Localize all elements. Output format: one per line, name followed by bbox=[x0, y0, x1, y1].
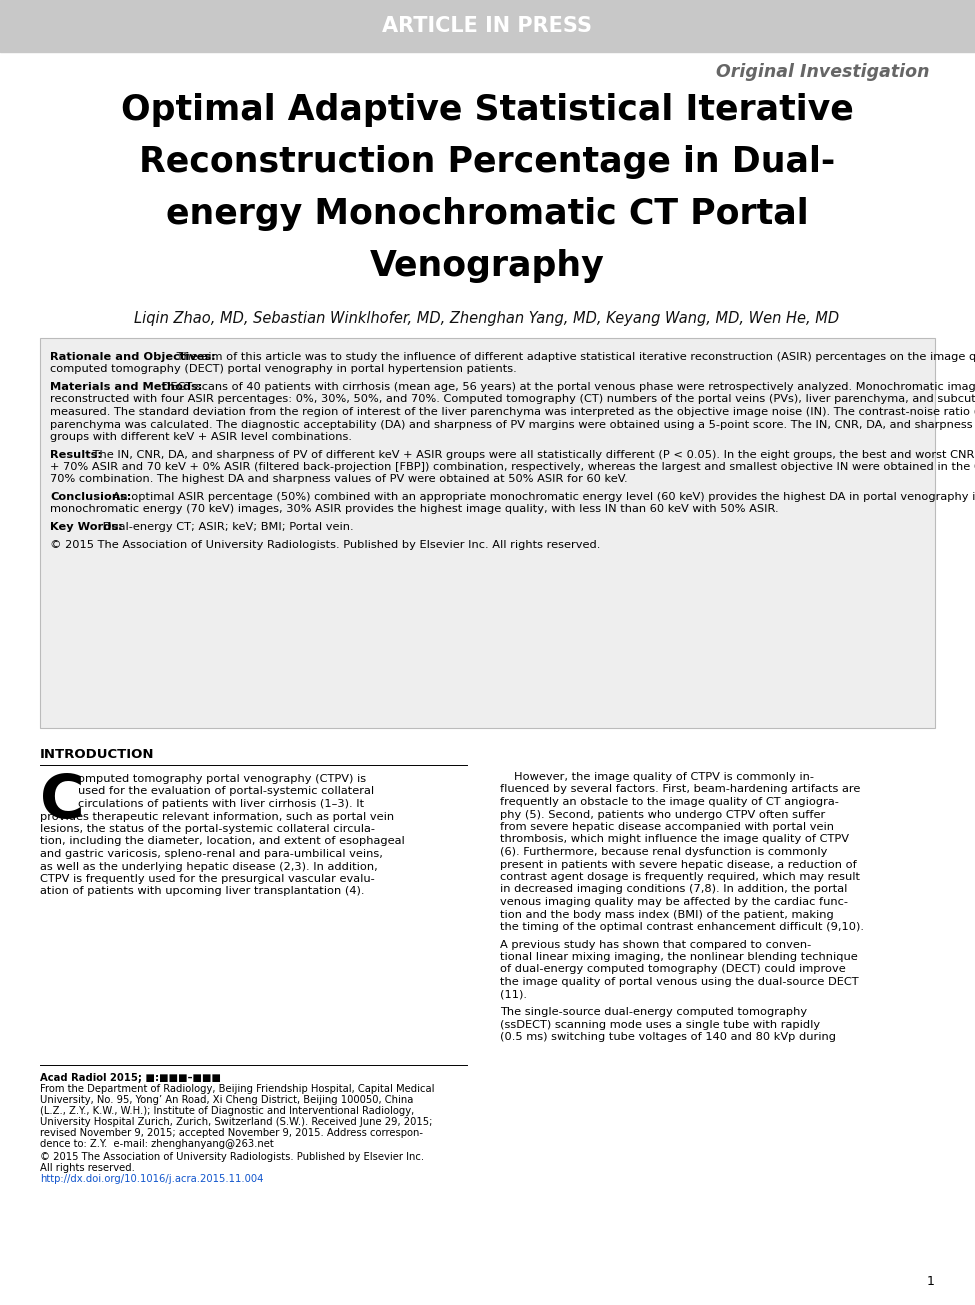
Text: and gastric varicosis, spleno-renal and para-umbilical veins,: and gastric varicosis, spleno-renal and … bbox=[40, 850, 383, 859]
Text: Reconstruction Percentage in Dual-: Reconstruction Percentage in Dual- bbox=[138, 145, 836, 179]
Text: The aim of this article was to study the influence of different adaptive statist: The aim of this article was to study the… bbox=[173, 352, 975, 361]
Text: tional linear mixing imaging, the nonlinear blending technique: tional linear mixing imaging, the nonlin… bbox=[500, 953, 858, 962]
Text: (ssDECT) scanning mode uses a single tube with rapidly: (ssDECT) scanning mode uses a single tub… bbox=[500, 1019, 820, 1030]
Text: INTRODUCTION: INTRODUCTION bbox=[40, 748, 154, 761]
Text: © 2015 The Association of University Radiologists. Published by Elsevier Inc. Al: © 2015 The Association of University Rad… bbox=[50, 539, 601, 549]
Text: lesions, the status of the portal-systemic collateral circula-: lesions, the status of the portal-system… bbox=[40, 823, 375, 834]
Text: University, No. 95, Yong’ An Road, Xi Cheng District, Beijing 100050, China: University, No. 95, Yong’ An Road, Xi Ch… bbox=[40, 1095, 413, 1105]
Text: 70% combination. The highest DA and sharpness values of PV were obtained at 50% : 70% combination. The highest DA and shar… bbox=[50, 475, 628, 484]
Text: used for the evaluation of portal-systemic collateral: used for the evaluation of portal-system… bbox=[78, 787, 374, 796]
Text: The IN, CNR, DA, and sharpness of PV of different keV + ASIR groups were all sta: The IN, CNR, DA, and sharpness of PV of … bbox=[90, 449, 975, 459]
Text: University Hospital Zurich, Zurich, Switzerland (S.W.). Received June 29, 2015;: University Hospital Zurich, Zurich, Swit… bbox=[40, 1117, 432, 1128]
Text: CTPV is frequently used for the presurgical vascular evalu-: CTPV is frequently used for the presurgi… bbox=[40, 874, 374, 883]
Text: Results:: Results: bbox=[50, 449, 102, 459]
Text: (11).: (11). bbox=[500, 989, 527, 1000]
Text: the timing of the optimal contrast enhancement difficult (9,10).: the timing of the optimal contrast enhan… bbox=[500, 923, 864, 932]
Text: frequently an obstacle to the image quality of CT angiogra-: frequently an obstacle to the image qual… bbox=[500, 797, 838, 806]
Text: Materials and Methods:: Materials and Methods: bbox=[50, 382, 203, 391]
Text: (L.Z., Z.Y., K.W., W.H.); Institute of Diagnostic and Interventional Radiology,: (L.Z., Z.Y., K.W., W.H.); Institute of D… bbox=[40, 1107, 414, 1116]
Text: phy (5). Second, patients who undergo CTPV often suffer: phy (5). Second, patients who undergo CT… bbox=[500, 809, 825, 820]
Text: tion and the body mass index (BMI) of the patient, making: tion and the body mass index (BMI) of th… bbox=[500, 910, 834, 920]
Text: omputed tomography portal venography (CTPV) is: omputed tomography portal venography (CT… bbox=[78, 774, 367, 784]
Text: Liqin Zhao, MD, Sebastian Winklhofer, MD, Zhenghan Yang, MD, Keyang Wang, MD, We: Liqin Zhao, MD, Sebastian Winklhofer, MD… bbox=[135, 311, 839, 325]
Text: as well as the underlying hepatic disease (2,3). In addition,: as well as the underlying hepatic diseas… bbox=[40, 861, 377, 872]
Text: in decreased imaging conditions (7,8). In addition, the portal: in decreased imaging conditions (7,8). I… bbox=[500, 885, 847, 894]
Text: computed tomography (DECT) portal venography in portal hypertension patients.: computed tomography (DECT) portal venogr… bbox=[50, 364, 517, 375]
Text: An optimal ASIR percentage (50%) combined with an appropriate monochromatic ener: An optimal ASIR percentage (50%) combine… bbox=[109, 492, 975, 502]
Text: All rights reserved.: All rights reserved. bbox=[40, 1163, 135, 1173]
Text: (0.5 ms) switching tube voltages of 140 and 80 kVp during: (0.5 ms) switching tube voltages of 140 … bbox=[500, 1032, 836, 1041]
Text: Key Words:: Key Words: bbox=[50, 522, 123, 532]
Text: Acad Radiol 2015; ■:■■■–■■■: Acad Radiol 2015; ■:■■■–■■■ bbox=[40, 1073, 221, 1083]
Text: revised November 9, 2015; accepted November 9, 2015. Address correspon-: revised November 9, 2015; accepted Novem… bbox=[40, 1128, 423, 1138]
Text: monochromatic energy (70 keV) images, 30% ASIR provides the highest image qualit: monochromatic energy (70 keV) images, 30… bbox=[50, 505, 779, 514]
Text: Conclusions:: Conclusions: bbox=[50, 492, 132, 502]
Text: thrombosis, which might influence the image quality of CTPV: thrombosis, which might influence the im… bbox=[500, 834, 849, 844]
Text: DECT scans of 40 patients with cirrhosis (mean age, 56 years) at the portal veno: DECT scans of 40 patients with cirrhosis… bbox=[158, 382, 975, 391]
Bar bbox=[0, 0, 975, 52]
Text: circulations of patients with liver cirrhosis (1–3). It: circulations of patients with liver cirr… bbox=[78, 799, 364, 809]
Text: Original Investigation: Original Investigation bbox=[717, 63, 930, 81]
Text: fluenced by several factors. First, beam-hardening artifacts are: fluenced by several factors. First, beam… bbox=[500, 784, 860, 795]
Text: Venography: Venography bbox=[370, 249, 604, 283]
Text: from severe hepatic disease accompanied with portal vein: from severe hepatic disease accompanied … bbox=[500, 822, 834, 833]
Text: present in patients with severe hepatic disease, a reduction of: present in patients with severe hepatic … bbox=[500, 860, 857, 869]
Text: The single-source dual-energy computed tomography: The single-source dual-energy computed t… bbox=[500, 1007, 807, 1017]
Text: of dual-energy computed tomography (DECT) could improve: of dual-energy computed tomography (DECT… bbox=[500, 964, 845, 975]
Text: Optimal Adaptive Statistical Iterative: Optimal Adaptive Statistical Iterative bbox=[121, 93, 853, 127]
FancyBboxPatch shape bbox=[40, 338, 935, 728]
Text: contrast agent dosage is frequently required, which may result: contrast agent dosage is frequently requ… bbox=[500, 872, 860, 882]
Text: ation of patients with upcoming liver transplantation (4).: ation of patients with upcoming liver tr… bbox=[40, 886, 365, 897]
Text: C: C bbox=[40, 773, 85, 831]
Text: provides therapeutic relevant information, such as portal vein: provides therapeutic relevant informatio… bbox=[40, 812, 394, 822]
Text: From the Department of Radiology, Beijing Friendship Hospital, Capital Medical: From the Department of Radiology, Beijin… bbox=[40, 1084, 435, 1094]
Text: parenchyma was calculated. The diagnostic acceptability (DA) and sharpness of PV: parenchyma was calculated. The diagnosti… bbox=[50, 419, 975, 429]
Text: A previous study has shown that compared to conven-: A previous study has shown that compared… bbox=[500, 940, 811, 950]
Text: (6). Furthermore, because renal dysfunction is commonly: (6). Furthermore, because renal dysfunct… bbox=[500, 847, 828, 857]
Text: Rationale and Objectives:: Rationale and Objectives: bbox=[50, 352, 215, 361]
Text: However, the image quality of CTPV is commonly in-: However, the image quality of CTPV is co… bbox=[514, 773, 814, 782]
Text: + 70% ASIR and 70 keV + 0% ASIR (filtered back-projection [FBP]) combination, re: + 70% ASIR and 70 keV + 0% ASIR (filtere… bbox=[50, 462, 975, 472]
Text: ARTICLE IN PRESS: ARTICLE IN PRESS bbox=[382, 16, 592, 37]
Text: groups with different keV + ASIR level combinations.: groups with different keV + ASIR level c… bbox=[50, 432, 352, 442]
Text: energy Monochromatic CT Portal: energy Monochromatic CT Portal bbox=[166, 197, 808, 231]
Text: venous imaging quality may be affected by the cardiac func-: venous imaging quality may be affected b… bbox=[500, 897, 848, 907]
Text: measured. The standard deviation from the region of interest of the liver parenc: measured. The standard deviation from th… bbox=[50, 407, 975, 418]
Text: http://dx.doi.org/10.1016/j.acra.2015.11.004: http://dx.doi.org/10.1016/j.acra.2015.11… bbox=[40, 1174, 263, 1184]
Text: Dual-energy CT; ASIR; keV; BMI; Portal vein.: Dual-energy CT; ASIR; keV; BMI; Portal v… bbox=[99, 522, 354, 532]
Text: the image quality of portal venous using the dual-source DECT: the image quality of portal venous using… bbox=[500, 977, 859, 987]
Text: dence to: Z.Y.  e-mail: zhenghanyang@263.net: dence to: Z.Y. e-mail: zhenghanyang@263.… bbox=[40, 1139, 274, 1148]
Text: © 2015 The Association of University Radiologists. Published by Elsevier Inc.: © 2015 The Association of University Rad… bbox=[40, 1152, 424, 1161]
Text: tion, including the diameter, location, and extent of esophageal: tion, including the diameter, location, … bbox=[40, 837, 405, 847]
Text: 1: 1 bbox=[927, 1275, 935, 1288]
Text: reconstructed with four ASIR percentages: 0%, 30%, 50%, and 70%. Computed tomogr: reconstructed with four ASIR percentages… bbox=[50, 394, 975, 405]
